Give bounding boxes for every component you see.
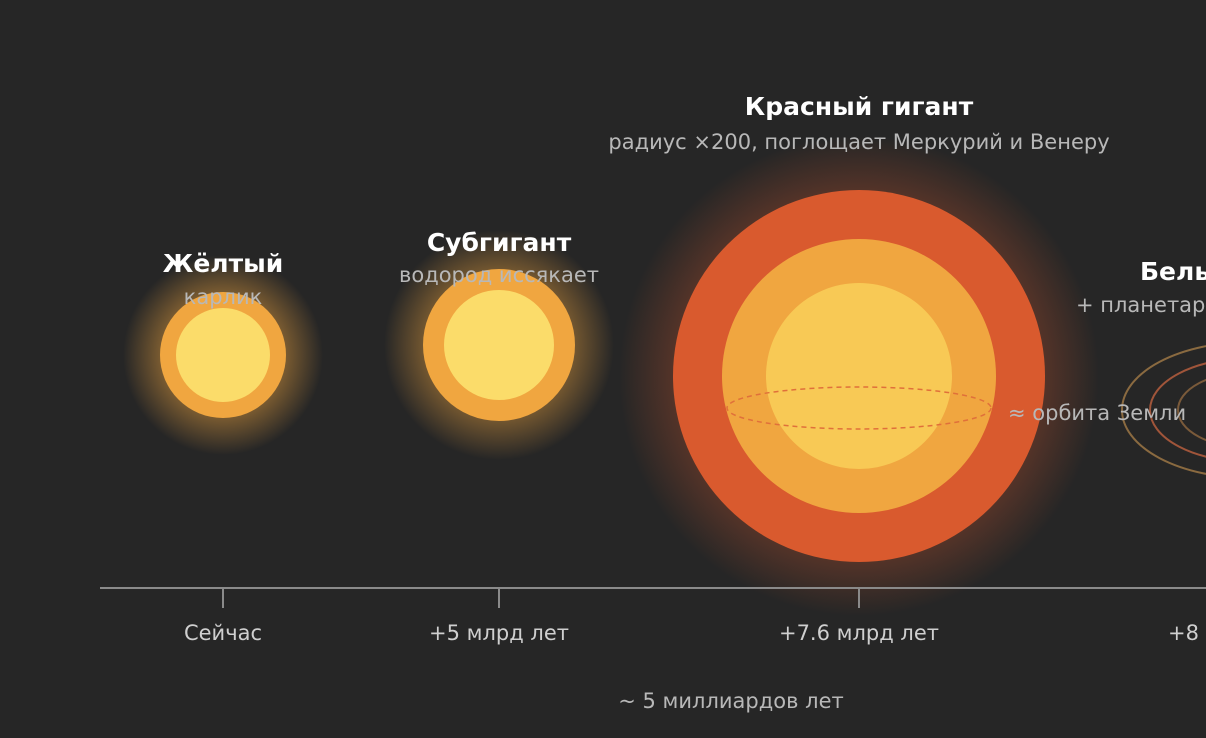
star-core bbox=[176, 308, 270, 402]
star-core bbox=[766, 283, 952, 469]
stage-title: Жёлтый bbox=[163, 249, 283, 278]
stage-subtitle: + планетар bbox=[1076, 293, 1205, 317]
stage-title: Субгигант bbox=[427, 228, 572, 257]
time-label: Сейчас bbox=[184, 621, 262, 645]
stage-subtitle: водород иссякает bbox=[399, 263, 599, 287]
earth-orbit bbox=[726, 386, 992, 430]
time-label: +5 млрд лет bbox=[429, 621, 569, 645]
span-label: ~ 5 миллиардов лет bbox=[618, 689, 843, 713]
orbit-label: ≈ орбита Земли bbox=[1008, 401, 1186, 425]
stage-title: Белы bbox=[1140, 257, 1206, 286]
stage-title: Красный гигант bbox=[745, 92, 974, 121]
stage-subtitle: радиус ×200, поглощает Меркурий и Венеру bbox=[608, 130, 1109, 154]
nebula-ring bbox=[1121, 345, 1206, 475]
time-label: +8 м bbox=[1168, 621, 1206, 645]
time-label: +7.6 млрд лет bbox=[779, 621, 939, 645]
nebula-ring bbox=[1149, 362, 1206, 458]
nebula-ring bbox=[1177, 378, 1206, 442]
star-core bbox=[444, 290, 554, 400]
stage-subtitle: карлик bbox=[184, 285, 263, 309]
